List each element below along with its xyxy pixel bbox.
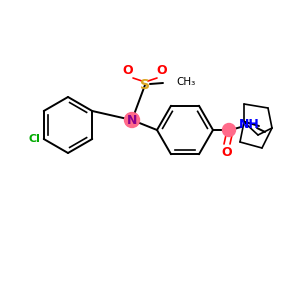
Text: O: O xyxy=(222,146,232,158)
Text: O: O xyxy=(123,64,133,76)
Text: N: N xyxy=(127,113,137,127)
Text: CH₃: CH₃ xyxy=(176,77,195,87)
Text: NH: NH xyxy=(238,118,260,131)
Text: Cl: Cl xyxy=(29,134,41,144)
Circle shape xyxy=(223,124,236,136)
Circle shape xyxy=(124,112,140,128)
Text: O: O xyxy=(157,64,167,76)
Text: S: S xyxy=(140,78,150,92)
